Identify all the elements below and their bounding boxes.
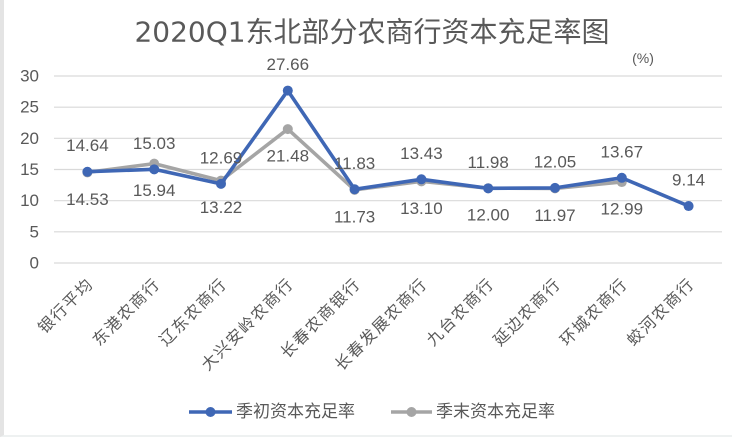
legend-label: 季初资本充足率 (236, 402, 355, 422)
legend-marker-icon (205, 407, 216, 417)
y-tick-label: 10 (20, 191, 39, 210)
data-label: 13.67 (601, 142, 644, 161)
data-point-marker (82, 166, 93, 177)
series-1 (82, 85, 694, 212)
x-category-label: 环城农商行 (556, 274, 631, 349)
y-tick-label: 20 (20, 129, 39, 148)
data-point-marker (416, 174, 427, 185)
data-label: 13.22 (200, 198, 243, 217)
data-label: 12.05 (534, 152, 577, 171)
y-axis-labels: 0 5 10 15 20 25 30 (20, 67, 39, 273)
y-tick-label: 0 (30, 254, 39, 273)
series-line (85, 88, 691, 208)
line-chart: 2020Q1东北部分农商行资本充足率图 (%) 0 5 10 15 20 25 30 14.… (20, 16, 722, 422)
x-category-label: 蛟河农商行 (623, 274, 698, 349)
data-label: 13.10 (400, 199, 443, 218)
unit-label: (%) (632, 50, 654, 66)
data-label: 11.83 (334, 154, 375, 173)
legend-entry-2: 季末资本充足率 (391, 402, 555, 422)
x-category-label: 九台农商行 (423, 274, 498, 349)
legend: 季初资本充足率 季末资本充足率 (189, 402, 555, 422)
data-label: 11.98 (468, 153, 509, 172)
data-point-marker (616, 172, 627, 183)
legend-label: 季末资本充足率 (436, 402, 555, 422)
data-label: 27.66 (267, 55, 310, 74)
chart-title: 2020Q1东北部分农商行资本充足率图 (134, 16, 609, 49)
x-category-label: 东港农商行 (89, 274, 164, 349)
data-point-marker (282, 85, 293, 96)
legend-marker-icon (406, 407, 417, 417)
data-point-marker (550, 182, 560, 193)
gridlines (54, 75, 722, 264)
y-tick-label: 5 (30, 222, 39, 241)
y-tick-label: 15 (20, 160, 39, 179)
data-label: 12.00 (467, 206, 510, 225)
data-label: 14.53 (66, 190, 109, 209)
data-label: 21.48 (267, 147, 310, 166)
data-point-marker (683, 201, 694, 212)
legend-entry-1: 季初资本充足率 (189, 402, 355, 422)
series-lines (82, 85, 694, 212)
x-category-label: 银行平均 (34, 274, 97, 337)
data-label: 11.97 (534, 206, 575, 225)
data-label: 15.03 (133, 134, 176, 153)
y-tick-label: 30 (20, 67, 39, 86)
data-label: 12.69 (200, 148, 243, 167)
data-point-marker (282, 124, 293, 135)
data-point-marker (149, 164, 160, 175)
data-point-marker (216, 178, 226, 189)
data-label: 14.64 (66, 136, 109, 155)
data-label: 11.73 (334, 207, 375, 226)
data-label: 12.99 (601, 200, 644, 219)
data-point-marker (349, 184, 360, 195)
x-category-label: 延边农商行 (489, 274, 564, 349)
data-label: 13.43 (400, 144, 443, 163)
y-tick-label: 25 (20, 98, 39, 117)
data-point-marker (483, 183, 494, 194)
x-axis-labels: 银行平均东港农商行辽东农商行大兴安岭农商行长春农商银行长春发展农商行九台农商行延… (34, 274, 698, 374)
data-label: 15.94 (133, 181, 176, 200)
data-label: 9.14 (672, 171, 705, 190)
data-labels: 14.53 15.94 13.22 21.48 11.73 13.10 12.00 11.97… (66, 55, 705, 226)
